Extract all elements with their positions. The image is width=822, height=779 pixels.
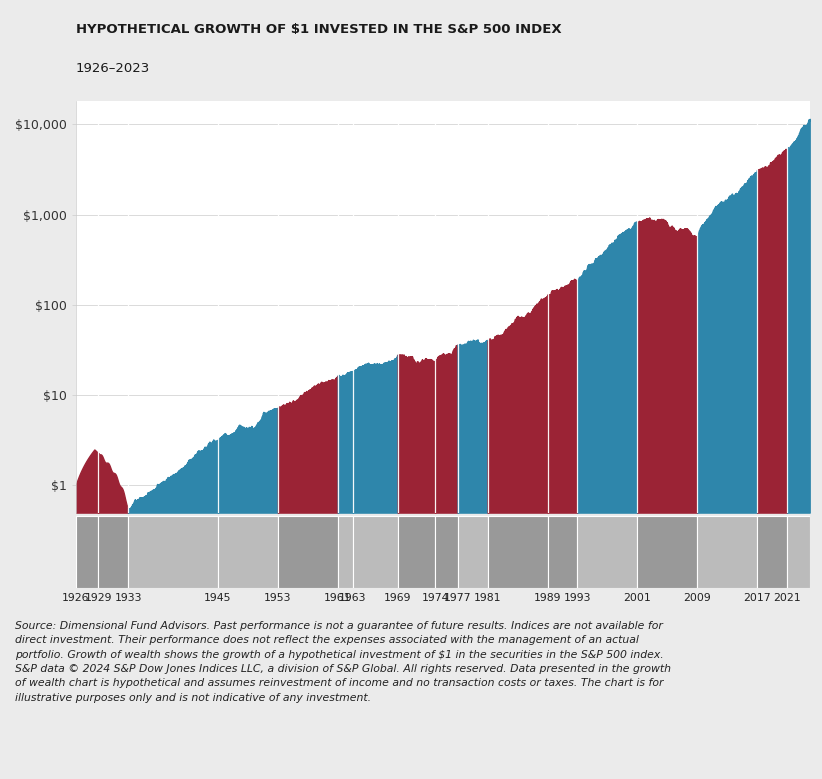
Bar xyxy=(398,516,435,588)
Bar xyxy=(76,516,98,588)
Text: Source: Dimensional Fund Advisors. Past performance is not a guarantee of future: Source: Dimensional Fund Advisors. Past … xyxy=(15,621,671,703)
Text: 1945: 1945 xyxy=(204,593,232,603)
Text: 1981: 1981 xyxy=(473,593,501,603)
Bar xyxy=(435,516,458,588)
Text: 1969: 1969 xyxy=(384,593,412,603)
Bar xyxy=(353,516,398,588)
Text: 1989: 1989 xyxy=(533,593,561,603)
Text: 2021: 2021 xyxy=(774,593,801,603)
Bar xyxy=(128,516,218,588)
Bar xyxy=(547,516,578,588)
Bar xyxy=(637,516,697,588)
Bar xyxy=(218,516,278,588)
Bar xyxy=(757,516,787,588)
Text: 1926: 1926 xyxy=(62,593,90,603)
Bar xyxy=(578,516,637,588)
Bar xyxy=(338,516,353,588)
Bar xyxy=(458,516,487,588)
Text: 1926–2023: 1926–2023 xyxy=(76,62,150,75)
Text: 1963: 1963 xyxy=(339,593,367,603)
Text: 2017: 2017 xyxy=(743,593,771,603)
Text: 1933: 1933 xyxy=(114,593,142,603)
Bar xyxy=(487,516,547,588)
Bar xyxy=(278,516,338,588)
Text: 1974: 1974 xyxy=(422,593,449,603)
Bar xyxy=(697,516,757,588)
Text: 1929: 1929 xyxy=(85,593,112,603)
Text: HYPOTHETICAL GROWTH OF $1 INVESTED IN THE S&P 500 INDEX: HYPOTHETICAL GROWTH OF $1 INVESTED IN TH… xyxy=(76,23,561,36)
Text: 1977: 1977 xyxy=(444,593,471,603)
Text: 1961: 1961 xyxy=(324,593,352,603)
Text: 1953: 1953 xyxy=(264,593,292,603)
Text: 2001: 2001 xyxy=(624,593,651,603)
Bar xyxy=(98,516,128,588)
Text: 2009: 2009 xyxy=(683,593,711,603)
Bar xyxy=(787,516,810,588)
Text: 1993: 1993 xyxy=(564,593,591,603)
